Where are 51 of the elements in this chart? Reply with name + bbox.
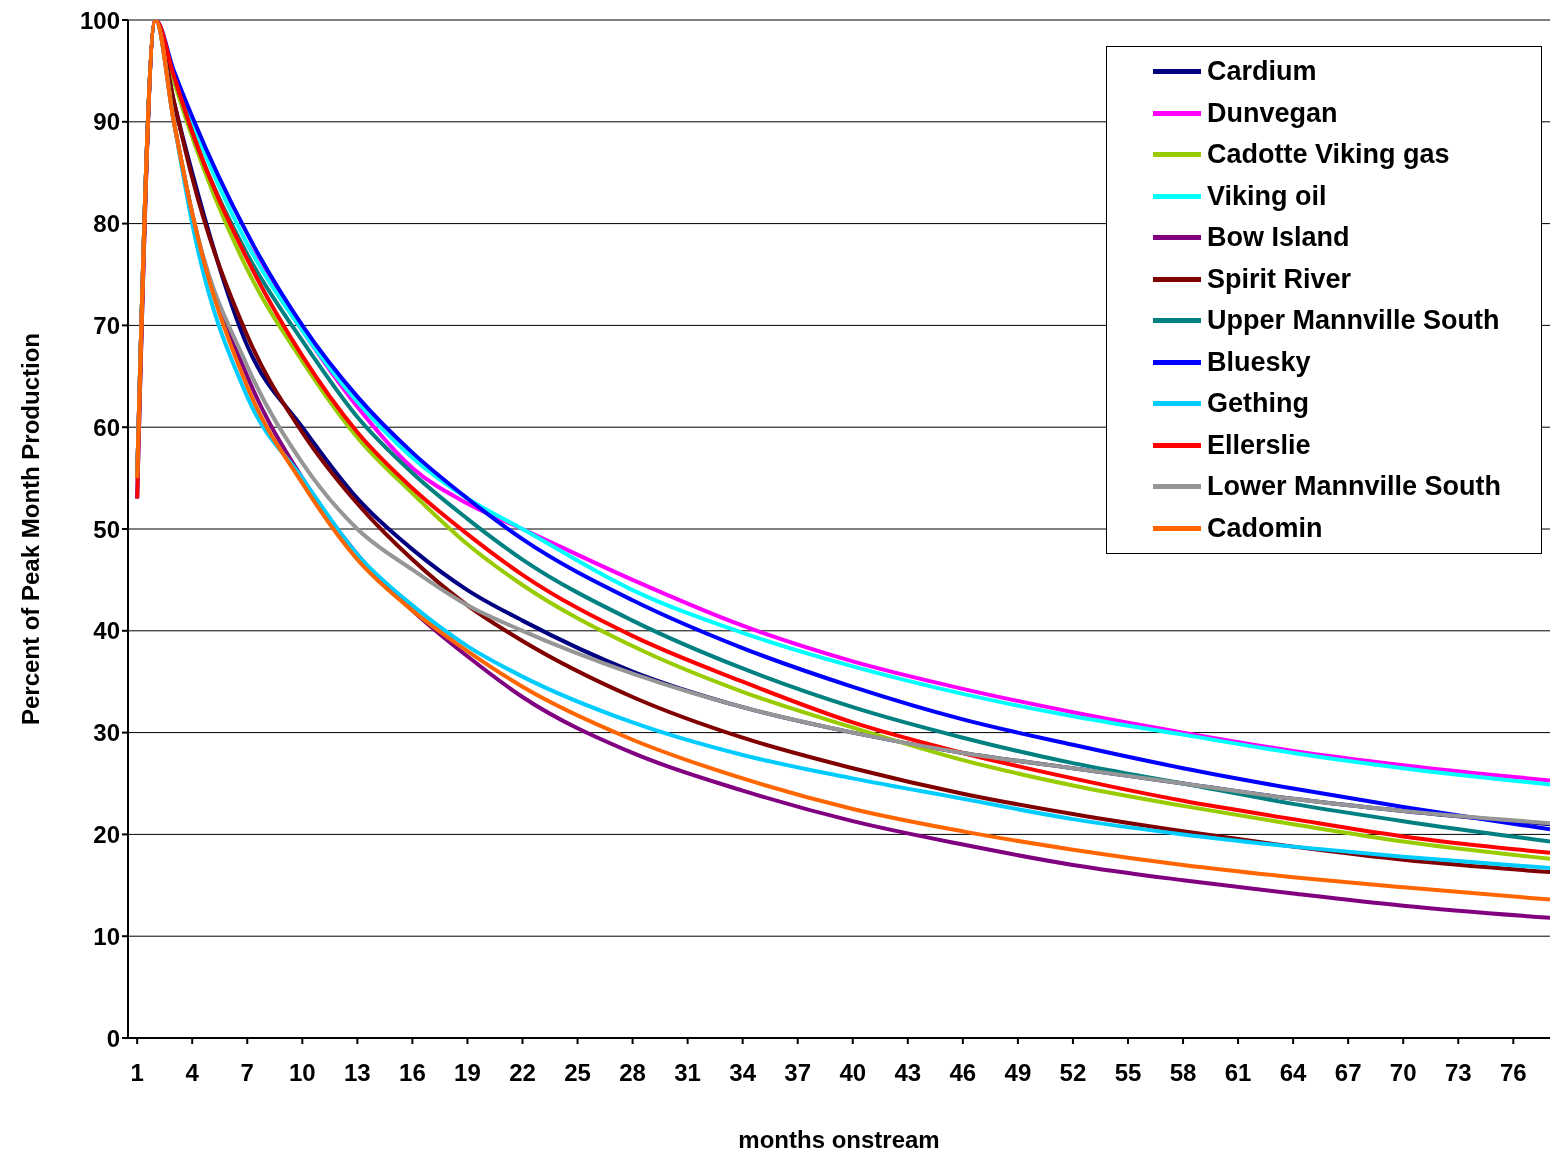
x-tick-label: 4 — [185, 1059, 200, 1087]
legend-label: Dunvegan — [1206, 96, 1338, 130]
x-tick-label: 7 — [240, 1059, 254, 1087]
x-tick-label: 58 — [1169, 1059, 1197, 1087]
x-tick-label: 61 — [1224, 1059, 1252, 1087]
x-tick-label: 22 — [509, 1059, 536, 1087]
x-tick-label: 13 — [344, 1059, 371, 1087]
x-tick-label: 64 — [1279, 1059, 1308, 1087]
x-tick-label: 19 — [454, 1059, 481, 1087]
legend-label: Lower Mannville South — [1206, 470, 1501, 503]
x-tick-label: 55 — [1114, 1059, 1142, 1087]
x-tick-label: 49 — [1004, 1059, 1032, 1087]
x-tick-label: 31 — [674, 1059, 701, 1087]
x-tick-label: 10 — [288, 1059, 316, 1087]
y-axis-title: Percent of Peak Month Production — [16, 332, 44, 726]
x-tick-label: 40 — [839, 1059, 867, 1087]
legend-label: Gething — [1206, 387, 1309, 420]
x-tick-label: 16 — [399, 1059, 426, 1087]
x-tick-label: 1 — [130, 1059, 144, 1087]
legend-label: Upper Mannville South — [1206, 304, 1500, 337]
y-tick-label: 60 — [93, 413, 120, 441]
legend-label: Bluesky — [1206, 345, 1311, 379]
y-tick-label: 30 — [93, 719, 120, 747]
y-tick-label: 70 — [93, 311, 120, 339]
y-tick-label: 80 — [93, 210, 120, 238]
y-tick-label: 40 — [93, 617, 120, 645]
x-tick-label: 37 — [784, 1059, 812, 1087]
y-tick-label: 90 — [93, 108, 120, 136]
x-tick-label: 52 — [1059, 1059, 1087, 1087]
y-tick-label: 100 — [79, 6, 120, 34]
legend-label: Bow Island — [1206, 221, 1350, 254]
x-tick-label: 46 — [949, 1059, 977, 1087]
x-tick-label: 43 — [894, 1059, 922, 1087]
x-tick-label: 28 — [619, 1059, 646, 1087]
legend-label: Ellerslie — [1206, 428, 1311, 462]
x-axis-title: months onstream — [738, 1126, 940, 1153]
y-tick-label: 50 — [93, 515, 120, 543]
x-tick-label: 73 — [1444, 1059, 1472, 1087]
x-tick-label: 25 — [564, 1059, 591, 1087]
x-tick-label: 76 — [1499, 1059, 1527, 1087]
legend-label: Cardium — [1206, 55, 1317, 88]
legend-label: Cadomin — [1206, 511, 1323, 545]
legend-label: Viking oil — [1206, 179, 1327, 213]
legend-label: Cadotte Viking gas — [1206, 138, 1450, 171]
y-tick-label: 20 — [93, 820, 120, 848]
legend-label: Spirit River — [1206, 262, 1352, 296]
y-tick-label: 0 — [106, 1024, 120, 1052]
x-tick-label: 70 — [1389, 1059, 1417, 1087]
y-tick-label: 10 — [93, 922, 120, 950]
x-tick-label: 67 — [1334, 1059, 1362, 1087]
x-tick-label: 34 — [729, 1059, 757, 1087]
